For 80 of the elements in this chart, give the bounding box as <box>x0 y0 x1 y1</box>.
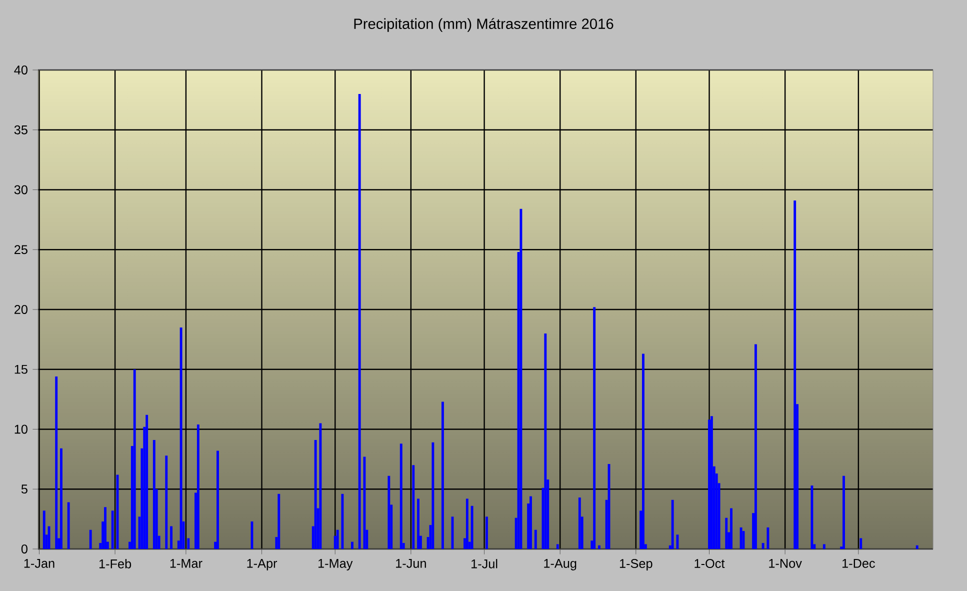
bar <box>534 530 537 549</box>
x-tick-label: 1-Dec <box>842 559 875 568</box>
bar <box>133 369 136 549</box>
bar <box>556 544 559 549</box>
y-tick-label: 30 <box>14 185 28 194</box>
bar <box>60 448 62 549</box>
x-tick-label: 1-Feb <box>99 559 132 568</box>
bar <box>860 538 862 549</box>
bar <box>42 510 46 549</box>
y-tick-label: 10 <box>14 424 28 434</box>
y-tick-label: 5 <box>21 484 28 494</box>
bar <box>544 333 547 549</box>
bar <box>466 498 468 549</box>
bar <box>578 497 581 549</box>
x-tick-label: 1-Apr <box>247 559 278 570</box>
bar <box>165 456 168 549</box>
bar <box>766 527 770 549</box>
bar <box>314 440 317 549</box>
y-tick-label: 20 <box>14 305 28 314</box>
bar <box>794 200 796 549</box>
bar <box>196 424 200 549</box>
bar <box>358 94 361 549</box>
bar <box>676 534 679 549</box>
bar <box>351 542 354 549</box>
bar <box>180 327 182 549</box>
bar <box>216 450 219 549</box>
y-tick-label: 15 <box>14 364 28 374</box>
bar <box>89 530 92 549</box>
bar <box>842 476 845 549</box>
bar <box>710 416 713 549</box>
y-tick-label: 40 <box>14 66 28 74</box>
bar <box>319 423 322 549</box>
bar <box>278 494 280 549</box>
x-tick-label: 1-Jun <box>396 559 426 568</box>
x-tick-label: 1-Mar <box>170 559 202 568</box>
bar <box>725 518 728 549</box>
bar <box>111 510 114 549</box>
bar <box>400 444 402 549</box>
chart-title: Precipitation (mm) Mátraszentimre 2016 <box>354 18 614 32</box>
y-tick-label: 35 <box>14 125 28 134</box>
x-tick-label: 1-Jan <box>24 559 54 568</box>
bar <box>520 208 522 549</box>
bar <box>336 530 339 549</box>
bar <box>170 526 172 549</box>
bar <box>822 544 826 549</box>
bar <box>810 486 814 549</box>
bar <box>388 476 390 549</box>
bar <box>708 420 710 549</box>
bar <box>470 506 474 549</box>
x-tick-label: 1-Aug <box>544 559 576 570</box>
bar <box>432 442 434 549</box>
bar <box>642 354 644 549</box>
bar <box>187 538 190 549</box>
bar <box>530 496 532 549</box>
y-tick-label: 25 <box>14 245 28 254</box>
bar <box>916 545 918 549</box>
bar <box>363 456 366 549</box>
x-tick-label: 1-May <box>318 559 353 570</box>
bar <box>740 527 742 549</box>
bar <box>417 498 420 549</box>
bar <box>441 402 444 549</box>
bar <box>598 545 600 549</box>
x-tick-label: 1-Oct <box>694 559 725 568</box>
bar <box>486 516 488 549</box>
bar <box>104 507 106 549</box>
bar <box>152 440 156 549</box>
x-tick-label: 1-Jul <box>472 559 498 568</box>
bar <box>593 307 596 549</box>
bar <box>55 376 58 549</box>
bar <box>67 502 70 549</box>
y-tick-label: 0 <box>21 544 28 554</box>
bar <box>146 414 148 549</box>
x-tick-label: 1-Sep <box>620 559 652 571</box>
bar <box>754 344 757 549</box>
bar <box>412 465 415 549</box>
x-tick-label: 1-Nov <box>769 559 802 568</box>
bar <box>730 508 732 549</box>
bar <box>671 500 674 549</box>
bar <box>341 494 344 549</box>
bar <box>762 543 764 549</box>
